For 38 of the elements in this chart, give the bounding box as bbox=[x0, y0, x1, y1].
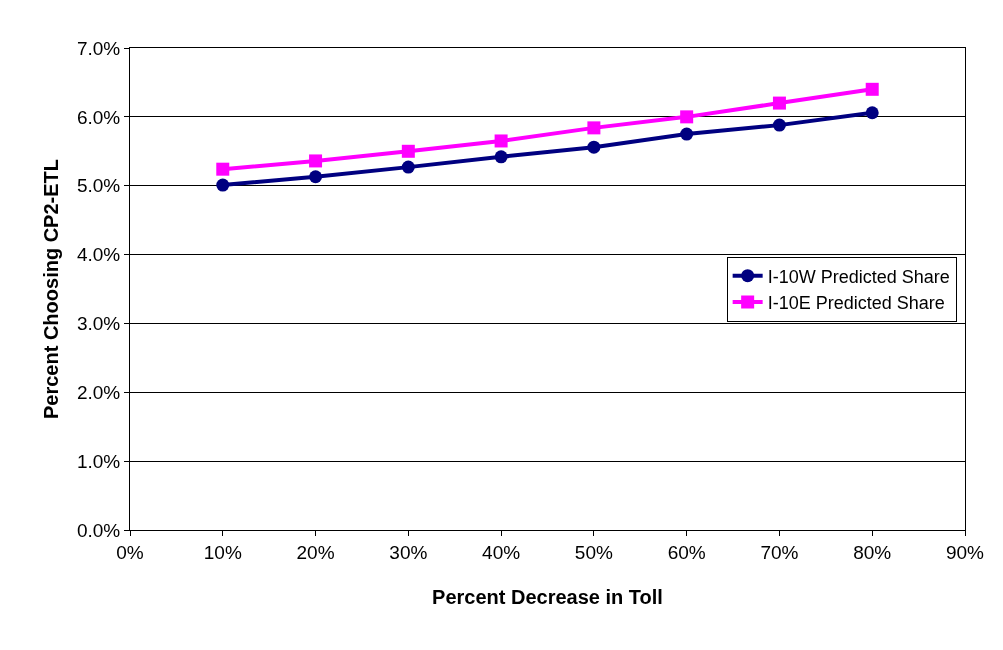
y-tick-label: 3.0% bbox=[76, 313, 121, 335]
x-axis-title: Percent Decrease in Toll bbox=[432, 586, 663, 609]
y-tick-label: 2.0% bbox=[76, 381, 121, 403]
point bbox=[587, 121, 601, 135]
x-tick-label: 30% bbox=[389, 541, 428, 563]
y-tick-label: 7.0% bbox=[76, 37, 121, 59]
y-axis-title: Percent Choosing CP2-ETL bbox=[40, 158, 63, 420]
x-tick-label: 60% bbox=[667, 541, 706, 563]
point bbox=[587, 140, 601, 154]
y-tick-label: 6.0% bbox=[76, 106, 121, 128]
y-tick-label: 1.0% bbox=[76, 450, 121, 472]
legend-label: I-10W Predicted Share bbox=[767, 266, 950, 287]
x-tick-label: 10% bbox=[203, 541, 242, 563]
point bbox=[680, 110, 694, 124]
point bbox=[772, 118, 786, 132]
point bbox=[216, 178, 230, 192]
x-tick-label: 20% bbox=[296, 541, 335, 563]
point bbox=[865, 82, 879, 96]
y-tick-label: 0.0% bbox=[76, 519, 121, 541]
point bbox=[865, 106, 879, 120]
x-tick-label: 40% bbox=[482, 541, 521, 563]
point bbox=[494, 134, 508, 148]
x-tick-label: 50% bbox=[574, 541, 614, 563]
point bbox=[494, 150, 508, 164]
x-tick-label: 80% bbox=[853, 541, 892, 563]
y-tick-label: 4.0% bbox=[76, 244, 121, 266]
legend-label: I-10E Predicted Share bbox=[767, 293, 945, 314]
point bbox=[680, 127, 694, 141]
x-tick-label: 70% bbox=[760, 541, 799, 563]
point bbox=[401, 160, 415, 174]
y-tick-label: 5.0% bbox=[76, 175, 121, 197]
point bbox=[309, 154, 323, 168]
point bbox=[772, 96, 786, 110]
x-tick-label: 0% bbox=[116, 541, 144, 563]
point bbox=[216, 162, 230, 176]
point bbox=[401, 144, 415, 158]
x-tick-label: 90% bbox=[945, 541, 985, 563]
point bbox=[309, 170, 323, 184]
